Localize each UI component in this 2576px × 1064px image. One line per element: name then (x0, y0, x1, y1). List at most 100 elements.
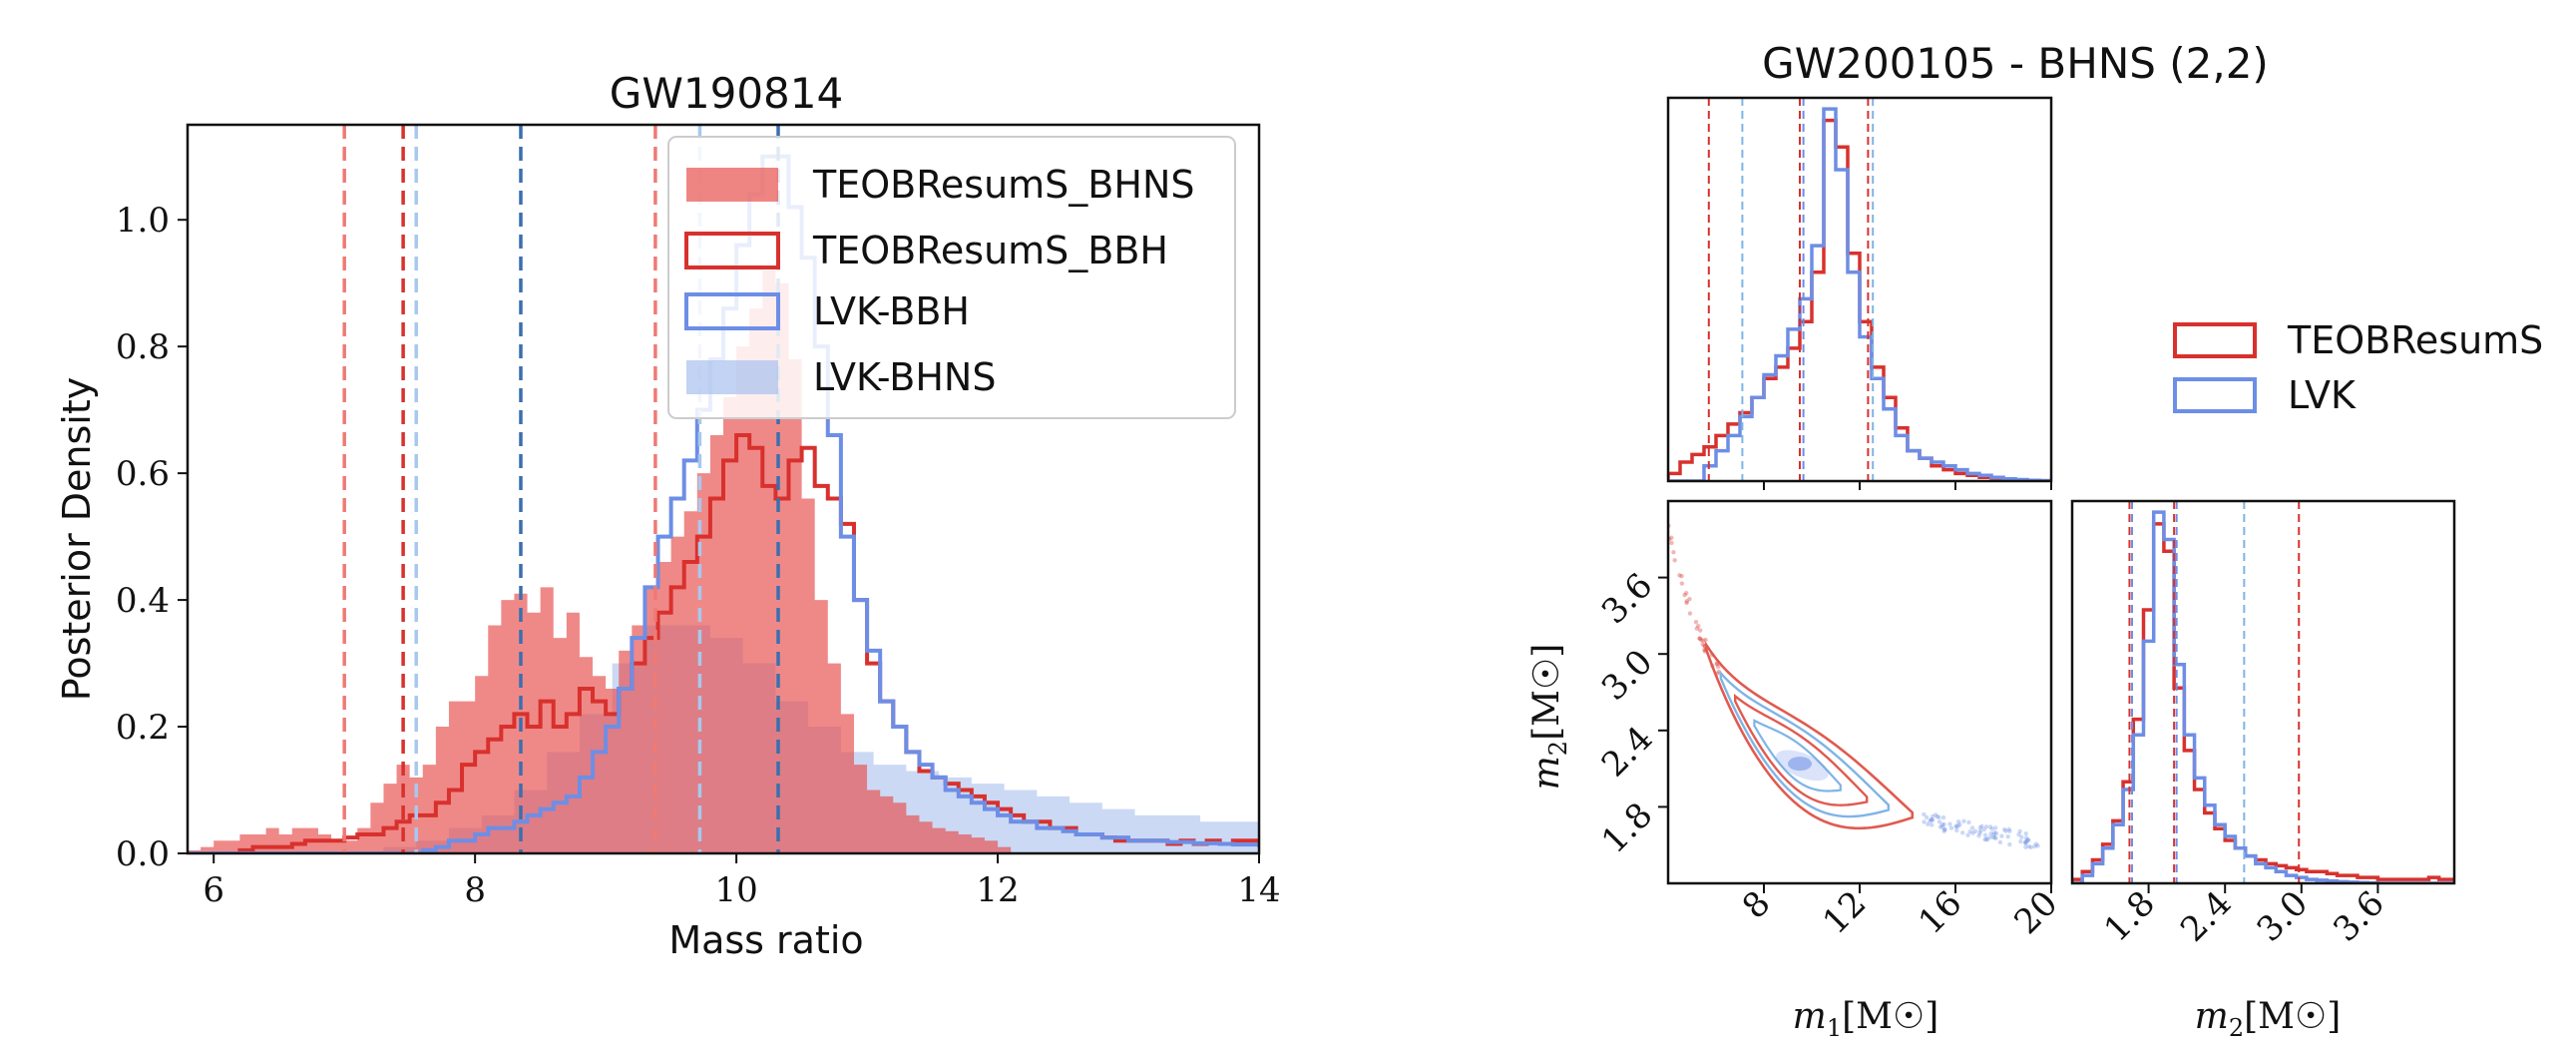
joint-y-label-sub: 2 (1544, 741, 1572, 756)
joint-sample-point (2019, 835, 2023, 839)
joint-sample-point (1966, 820, 1970, 824)
y-tick-label: 0.8 (116, 327, 170, 367)
joint-sample-point (1941, 829, 1945, 833)
joint-sample-point (2006, 834, 2010, 838)
joint-sample-point (1956, 819, 1960, 823)
y-tick-label: 0.2 (116, 708, 170, 748)
m2-x-tick-label: 1.8 (2096, 883, 2163, 950)
joint-sample-point (1993, 836, 1997, 840)
corner-legend: TEOBResumS LVK (2175, 318, 2543, 417)
corner-legend-swatch-lvk (2175, 379, 2255, 411)
m2-x-axis-label: m2[M☉] (2195, 996, 2342, 1042)
joint-sample-point (1993, 825, 1997, 829)
joint-y-tick-label: 1.8 (1594, 795, 1661, 861)
joint-sample-point (2023, 831, 2027, 835)
mass-ratio-chart: GW190814 6 8 10 12 14 0.0 0.2 0.4 0.6 0.8 1.0 Mass… (55, 69, 1495, 962)
joint-sample-point (2029, 845, 2033, 849)
m2-x-tick-label: 3.6 (2326, 883, 2392, 950)
left-x-axis-label: Mass ratio (668, 918, 863, 962)
teob-contour-inner (1735, 696, 1867, 804)
joint-sample-point (1949, 825, 1953, 829)
corner-legend-swatch-teob (2175, 324, 2255, 356)
corner-plot: GW200105 - BHNS (2,2) 1.8 2.4 3.0 3.68 12 16 2… (1526, 39, 2543, 1042)
joint-sample-point (1947, 821, 1951, 825)
joint-sample-point (1937, 819, 1941, 823)
m2-label-close: ] (2327, 996, 2341, 1037)
joint-sample-point (1930, 822, 1933, 826)
teob-contour-outer (1706, 645, 1912, 828)
joint-sample-point (1973, 829, 1977, 833)
m1-label-close: ] (1925, 996, 1938, 1037)
joint-sample-point (1671, 550, 1675, 554)
y-tick-label: 0.6 (116, 454, 170, 494)
joint-sample-point (1983, 833, 1987, 837)
m2-label-base: m (2195, 996, 2229, 1037)
joint-sample-point (1977, 831, 1981, 835)
legend-label-lvk-bhns: LVK-BHNS (813, 355, 996, 399)
x-tick-label: 12 (976, 870, 1019, 910)
joint-sample-point (1669, 541, 1673, 545)
joint-sample-point (1978, 825, 1982, 829)
m1-label-sub: 1 (1827, 1014, 1842, 1042)
joint-y-label-close: ] (1526, 644, 1567, 658)
joint-sample-point (2024, 835, 2028, 839)
joint-sample-point (1999, 833, 2003, 837)
joint-sample-point (1941, 815, 1945, 819)
legend-label-teob-bbh: TEOBResumS_BBH (812, 229, 1168, 272)
joint-sample-point (1984, 824, 1988, 828)
legend-label-lvk-bbh: LVK-BBH (813, 289, 970, 333)
joint-sample-point (2023, 844, 2027, 848)
joint-sample-point (2034, 842, 2038, 846)
joint-sample-point (2023, 840, 2027, 844)
m2-marginal-panel (2072, 501, 2459, 883)
y-tick-label: 0.4 (116, 581, 170, 621)
joint-x-tick-label: 20 (2006, 883, 2065, 942)
corner-axis-ticks: 1.8 2.4 3.0 3.68 12 16 201.82.43.03.6 (1594, 481, 2392, 950)
joint-sample-point (1960, 830, 1964, 834)
m1-label-unit: [M (1842, 996, 1893, 1037)
joint-y-tick-label: 3.0 (1594, 642, 1661, 709)
joint-sample-point (1679, 574, 1683, 578)
y-tick-label: 0.0 (116, 834, 170, 874)
joint-panel (1666, 501, 2051, 883)
joint-sample-point (1698, 628, 1702, 632)
joint-sample-point (2018, 839, 2022, 843)
m1-label-base: m (1793, 996, 1827, 1037)
x-tick-label: 8 (464, 870, 486, 910)
x-tick-label: 14 (1237, 870, 1280, 910)
joint-sample-point (2003, 828, 2007, 832)
m2-label-unit: [M (2244, 996, 2295, 1037)
sun-symbol-icon: ☉ (1893, 996, 1925, 1037)
joint-sample-point (1954, 823, 1958, 827)
corner-legend-label-lvk: LVK (2288, 373, 2357, 417)
legend-swatch-lvk-bhns (686, 360, 778, 394)
right-chart-title: GW200105 - BHNS (2,2) (1762, 39, 2269, 88)
joint-y-tick-label: 3.6 (1594, 566, 1661, 633)
joint-sample-point (1982, 837, 1986, 841)
corner-legend-label-teob: TEOBResumS (2287, 318, 2543, 362)
joint-x-tick-label: 8 (1735, 883, 1779, 927)
sun-symbol-icon: ☉ (1526, 658, 1567, 690)
m2-x-tick-label: 2.4 (2173, 883, 2240, 950)
joint-sample-point (1935, 814, 1939, 818)
x-tick-label: 6 (203, 870, 224, 910)
m1-hist-lvk (1668, 109, 2051, 481)
y-tick-label: 1.0 (116, 201, 170, 241)
joint-sample-point (1699, 638, 1703, 642)
joint-sample-point (1688, 611, 1692, 615)
joint-sample-point (1954, 828, 1958, 832)
joint-y-label-unit: [M (1526, 690, 1567, 741)
joint-sample-point (1922, 819, 1926, 823)
joint-sample-point (1684, 591, 1688, 595)
left-chart-title: GW190814 (610, 69, 843, 118)
svg-text:m2[M☉]: m2[M☉] (1526, 644, 1572, 791)
x-tick-label: 10 (714, 870, 757, 910)
m1-x-axis-label: m1[M☉] (1793, 996, 1939, 1042)
joint-sample-point (1672, 558, 1676, 562)
legend-label-teob-bhns: TEOBResumS_BHNS (812, 163, 1195, 207)
joint-sample-point (1684, 601, 1688, 605)
joint-sample-point (1991, 832, 1995, 836)
joint-y-tick-label: 2.4 (1594, 719, 1661, 786)
joint-sample-point (1694, 620, 1698, 624)
